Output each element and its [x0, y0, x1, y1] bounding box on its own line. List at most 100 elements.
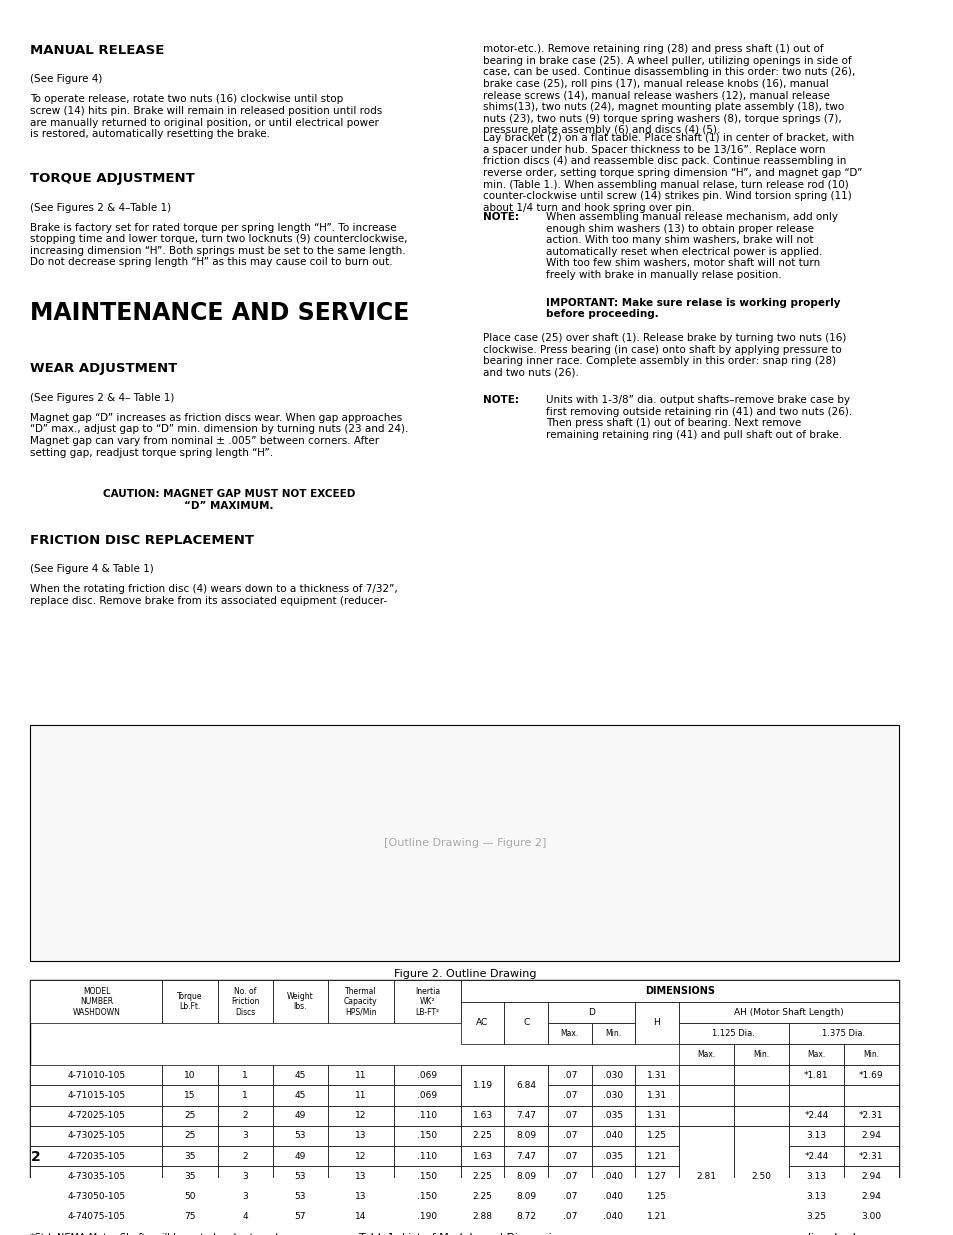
Text: 13: 13: [355, 1172, 366, 1181]
Text: *2.31: *2.31: [859, 1151, 882, 1161]
Text: CAUTION: MAGNET GAP MUST NOT EXCEED
“D” MAXIMUM.: CAUTION: MAGNET GAP MUST NOT EXCEED “D” …: [103, 489, 355, 511]
Bar: [678, 1166, 733, 1187]
Text: .07: .07: [562, 1172, 577, 1181]
Bar: [733, 1044, 788, 1065]
Text: .07: .07: [562, 1091, 577, 1100]
Bar: [678, 1002, 898, 1023]
Text: 35: 35: [184, 1151, 195, 1161]
Bar: [273, 1207, 327, 1226]
Text: IMPORTANT: Make sure relase is working properly
before proceeding.: IMPORTANT: Make sure relase is working p…: [545, 298, 840, 320]
Text: .07: .07: [562, 1192, 577, 1200]
Text: Inertia
WK²
LB-FT²: Inertia WK² LB-FT²: [415, 987, 439, 1016]
Text: AC: AC: [476, 1019, 488, 1028]
Bar: [843, 1146, 898, 1166]
Text: 53: 53: [294, 1172, 306, 1181]
Text: 2.81: 2.81: [696, 1172, 716, 1181]
Text: 1: 1: [242, 1071, 248, 1079]
Bar: [217, 1126, 273, 1146]
Text: 2.94: 2.94: [861, 1131, 881, 1140]
Bar: [843, 1044, 898, 1065]
Text: No. of
Friction
Discs: No. of Friction Discs: [231, 987, 259, 1016]
Text: *2.44: *2.44: [803, 1151, 827, 1161]
Text: .07: .07: [562, 1213, 577, 1221]
Text: 4-71015-105: 4-71015-105: [68, 1091, 126, 1100]
Text: AH (Motor Shaft Length): AH (Motor Shaft Length): [733, 1008, 842, 1016]
Text: Units with 1-3/8” dia. output shafts–remove brake case by
first removing outside: Units with 1-3/8” dia. output shafts–rem…: [545, 395, 851, 440]
Bar: [733, 1166, 788, 1187]
Text: When the rotating friction disc (4) wears down to a thickness of 7/32”,
replace : When the rotating friction disc (4) wear…: [30, 584, 397, 606]
Text: .150: .150: [417, 1131, 437, 1140]
Text: (See Figures 2 & 4–Table 1): (See Figures 2 & 4–Table 1): [30, 203, 172, 212]
Bar: [30, 1126, 162, 1146]
Bar: [217, 1166, 273, 1187]
Text: 3.13: 3.13: [805, 1131, 825, 1140]
Text: 8.09: 8.09: [516, 1131, 536, 1140]
Bar: [162, 1065, 217, 1086]
Text: 4-73035-105: 4-73035-105: [68, 1172, 126, 1181]
Text: 75: 75: [184, 1213, 195, 1221]
Bar: [460, 1105, 504, 1126]
Text: MAINTENANCE AND SERVICE: MAINTENANCE AND SERVICE: [30, 301, 410, 325]
Bar: [843, 1086, 898, 1105]
Bar: [547, 1105, 591, 1126]
Bar: [591, 1126, 635, 1146]
Text: 6.84: 6.84: [516, 1081, 536, 1089]
Text: 11: 11: [355, 1071, 366, 1079]
Text: .040: .040: [602, 1131, 622, 1140]
Text: 4-73025-105: 4-73025-105: [68, 1131, 126, 1140]
Text: 1.375 Dia.: 1.375 Dia.: [821, 1029, 864, 1037]
Text: .190: .190: [417, 1213, 437, 1221]
Bar: [30, 725, 898, 961]
Text: www.dingsbrakes.com: www.dingsbrakes.com: [773, 1233, 898, 1235]
Bar: [327, 1187, 394, 1207]
Bar: [460, 1207, 504, 1226]
Bar: [733, 1126, 788, 1146]
Text: Min.: Min.: [753, 1050, 768, 1060]
Bar: [733, 1086, 788, 1105]
Text: 7.47: 7.47: [516, 1151, 536, 1161]
Text: 8.72: 8.72: [516, 1213, 536, 1221]
Bar: [504, 1086, 547, 1105]
Text: (See Figure 4 & Table 1): (See Figure 4 & Table 1): [30, 564, 154, 574]
Text: 3.13: 3.13: [805, 1192, 825, 1200]
Text: .030: .030: [602, 1071, 622, 1079]
Text: 2.25: 2.25: [472, 1192, 492, 1200]
Bar: [547, 1065, 591, 1086]
Text: 53: 53: [294, 1192, 306, 1200]
Bar: [394, 1126, 460, 1146]
Text: 2: 2: [242, 1112, 248, 1120]
Bar: [635, 1065, 678, 1086]
Bar: [504, 1002, 547, 1044]
Bar: [217, 1105, 273, 1126]
Bar: [504, 1187, 547, 1207]
Text: Max.: Max.: [806, 1050, 824, 1060]
Text: 1.27: 1.27: [646, 1172, 666, 1181]
Text: 2.81: 2.81: [696, 1131, 716, 1140]
Text: Magnet gap “D” increases as friction discs wear. When gap approaches
“D” max., a: Magnet gap “D” increases as friction dis…: [30, 412, 409, 458]
Bar: [843, 1207, 898, 1226]
Bar: [394, 1207, 460, 1226]
Bar: [394, 1166, 460, 1187]
Bar: [394, 1187, 460, 1207]
Bar: [733, 1105, 788, 1126]
Text: NOTE:: NOTE:: [483, 212, 518, 222]
Text: .150: .150: [417, 1172, 437, 1181]
Bar: [591, 1105, 635, 1126]
Bar: [635, 1146, 678, 1166]
Text: 4-74075-105: 4-74075-105: [68, 1213, 126, 1221]
Bar: [678, 1126, 733, 1226]
Bar: [547, 1166, 591, 1187]
Text: 14: 14: [355, 1213, 366, 1221]
Text: Weight
lbs.: Weight lbs.: [287, 992, 314, 1011]
Bar: [678, 1065, 733, 1086]
Text: *1.69: *1.69: [859, 1071, 882, 1079]
Bar: [30, 1207, 162, 1226]
Bar: [843, 1166, 898, 1187]
Text: .035: .035: [602, 1151, 622, 1161]
Text: 11: 11: [355, 1091, 366, 1100]
Text: .07: .07: [562, 1151, 577, 1161]
Bar: [162, 1105, 217, 1126]
Text: MANUAL RELEASE: MANUAL RELEASE: [30, 44, 165, 57]
Bar: [504, 1126, 547, 1146]
Bar: [591, 1166, 635, 1187]
